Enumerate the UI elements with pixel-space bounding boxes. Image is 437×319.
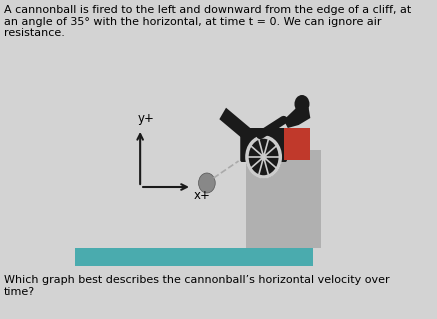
Text: Which graph best describes the cannonball’s horizontal velocity over
time?: Which graph best describes the cannonbal… <box>4 275 390 297</box>
Bar <box>284 128 310 160</box>
Text: x+: x+ <box>194 189 210 202</box>
Circle shape <box>260 153 267 161</box>
Text: A cannonball is fired to the left and downward from the edge of a cliff, at
an a: A cannonball is fired to the left and do… <box>4 5 411 38</box>
Bar <box>246 150 321 248</box>
Circle shape <box>198 173 215 193</box>
Bar <box>75 248 313 266</box>
Text: y+: y+ <box>138 112 155 125</box>
Circle shape <box>295 95 309 113</box>
FancyBboxPatch shape <box>240 128 287 162</box>
Polygon shape <box>219 108 264 151</box>
Circle shape <box>247 137 280 177</box>
Polygon shape <box>284 108 310 128</box>
